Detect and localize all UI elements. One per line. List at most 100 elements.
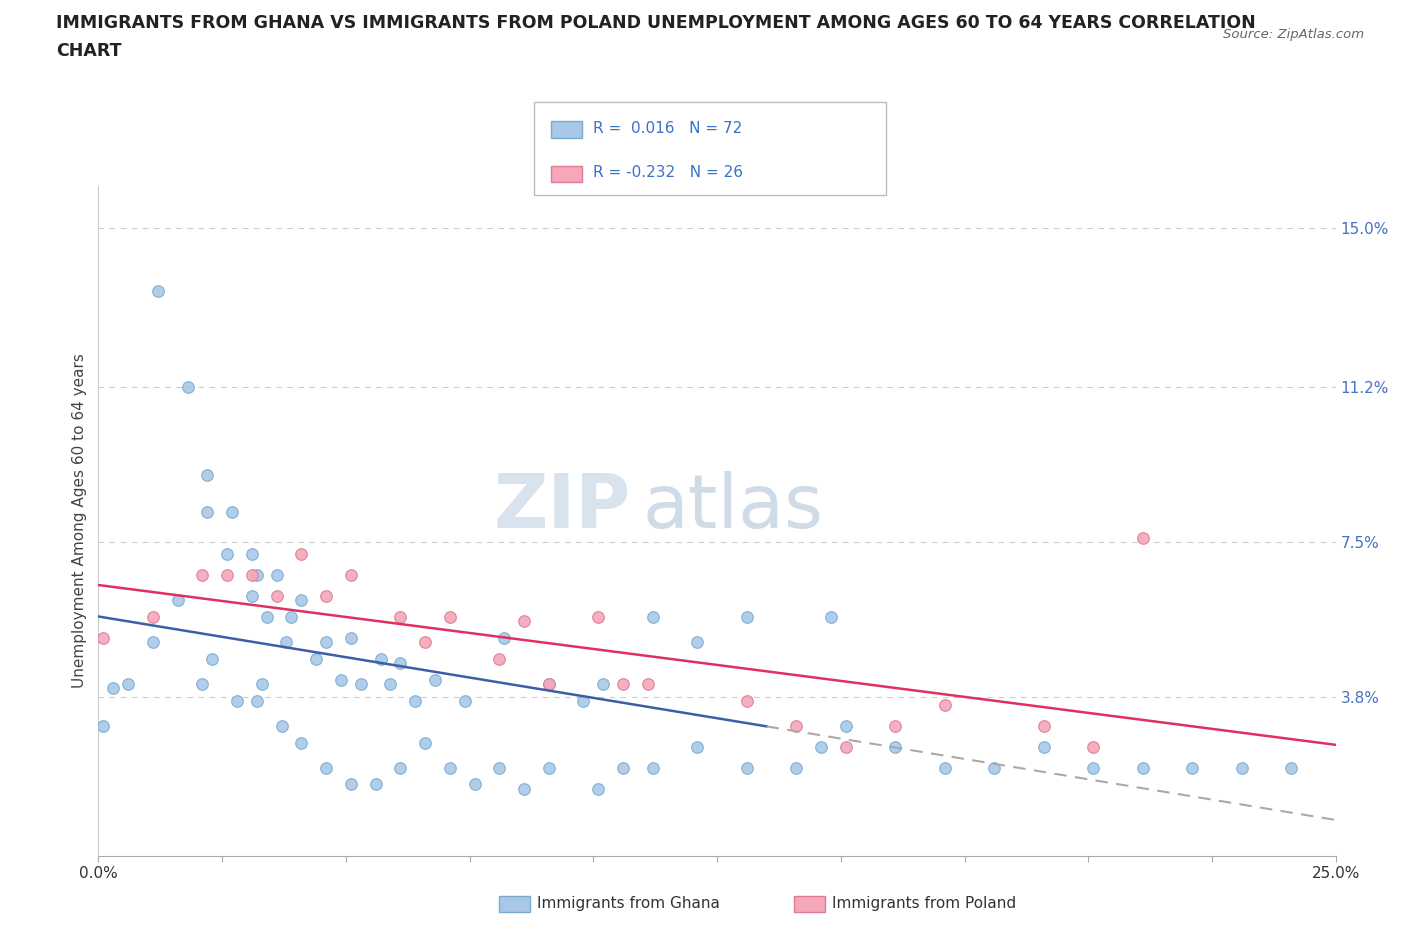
Point [439, 761, 461, 776]
Text: R = -0.232   N = 26: R = -0.232 N = 26 [593, 166, 744, 180]
Text: CHART: CHART [56, 42, 122, 60]
Point [221, 505, 243, 520]
Point [191, 567, 214, 582]
Point [983, 761, 1005, 776]
Point [276, 635, 298, 650]
Point [1132, 530, 1154, 545]
Point [735, 761, 758, 776]
Point [494, 631, 516, 645]
Point [735, 694, 758, 709]
Point [305, 652, 328, 667]
Point [364, 777, 387, 792]
Point [290, 593, 312, 608]
Point [735, 610, 758, 625]
Point [195, 505, 218, 520]
Point [884, 739, 907, 754]
Point [1032, 719, 1054, 734]
Point [785, 719, 807, 734]
Point [637, 677, 659, 692]
Point [146, 284, 169, 299]
Point [340, 777, 363, 792]
Text: IMMIGRANTS FROM GHANA VS IMMIGRANTS FROM POLAND UNEMPLOYMENT AMONG AGES 60 TO 64: IMMIGRANTS FROM GHANA VS IMMIGRANTS FROM… [56, 14, 1256, 32]
Point [315, 635, 337, 650]
Text: R =  0.016   N = 72: R = 0.016 N = 72 [593, 121, 742, 136]
Point [246, 567, 269, 582]
Point [370, 652, 392, 667]
Point [588, 610, 610, 625]
Point [340, 567, 363, 582]
Text: atlas: atlas [643, 471, 824, 544]
Point [195, 468, 218, 483]
Point [820, 610, 842, 625]
Text: ZIP: ZIP [494, 471, 630, 544]
Point [641, 610, 664, 625]
Point [592, 677, 614, 692]
Point [166, 593, 188, 608]
Point [350, 677, 373, 692]
Point [142, 635, 165, 650]
Point [785, 761, 807, 776]
Point [1230, 761, 1253, 776]
Point [488, 652, 510, 667]
Point [1083, 739, 1105, 754]
Point [226, 694, 249, 709]
Point [537, 677, 560, 692]
Point [329, 672, 352, 687]
Point [280, 610, 302, 625]
Point [176, 379, 198, 394]
Point [201, 652, 224, 667]
Point [389, 761, 412, 776]
Point [612, 761, 634, 776]
Point [270, 719, 292, 734]
Point [513, 781, 536, 796]
Point [423, 672, 446, 687]
Point [934, 761, 956, 776]
Point [217, 547, 239, 562]
Text: Immigrants from Ghana: Immigrants from Ghana [537, 897, 720, 911]
Point [835, 719, 858, 734]
Point [1132, 761, 1154, 776]
Point [290, 736, 312, 751]
Point [439, 610, 461, 625]
Point [240, 547, 263, 562]
Point [1032, 739, 1054, 754]
Point [1279, 761, 1302, 776]
Point [934, 698, 956, 712]
Point [103, 681, 125, 696]
Point [93, 719, 115, 734]
Point [340, 631, 363, 645]
Point [240, 589, 263, 604]
Point [240, 567, 263, 582]
Point [413, 736, 436, 751]
Point [488, 761, 510, 776]
Point [93, 631, 115, 645]
Point [413, 635, 436, 650]
Point [315, 589, 337, 604]
Point [117, 677, 139, 692]
Point [1181, 761, 1204, 776]
Point [404, 694, 426, 709]
Point [266, 589, 288, 604]
Point [389, 656, 412, 671]
Point [686, 635, 709, 650]
Point [835, 739, 858, 754]
Point [389, 610, 412, 625]
Y-axis label: Unemployment Among Ages 60 to 64 years: Unemployment Among Ages 60 to 64 years [72, 353, 87, 688]
Point [464, 777, 486, 792]
Point [256, 610, 278, 625]
Point [686, 739, 709, 754]
Text: Source: ZipAtlas.com: Source: ZipAtlas.com [1223, 28, 1364, 41]
Point [884, 719, 907, 734]
Point [810, 739, 832, 754]
Point [217, 567, 239, 582]
Point [191, 677, 214, 692]
Point [537, 677, 560, 692]
Point [537, 761, 560, 776]
Point [572, 694, 595, 709]
Point [250, 677, 273, 692]
Text: Immigrants from Poland: Immigrants from Poland [832, 897, 1017, 911]
Point [315, 761, 337, 776]
Point [588, 781, 610, 796]
Point [290, 547, 312, 562]
Point [266, 567, 288, 582]
